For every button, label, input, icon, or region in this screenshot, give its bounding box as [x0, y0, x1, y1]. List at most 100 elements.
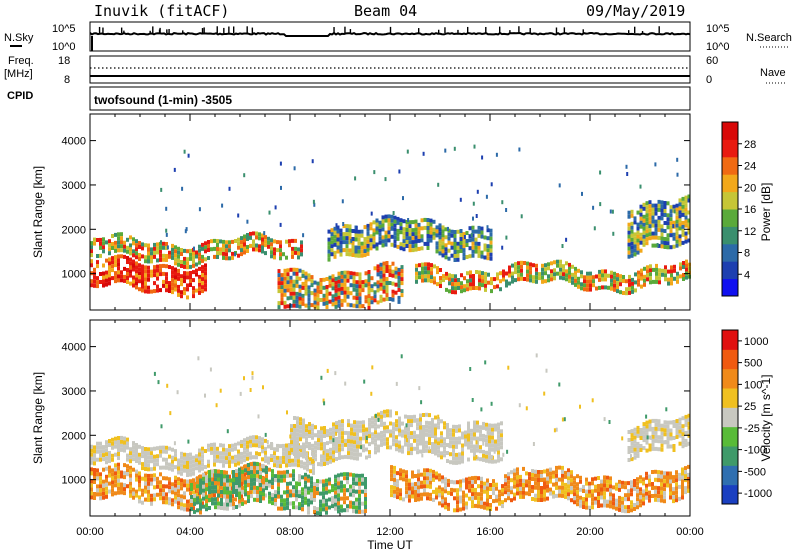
heatmap-cell [353, 432, 356, 437]
heatmap-cell [126, 441, 129, 446]
heatmap-cell [628, 290, 631, 295]
heatmap-cell [304, 480, 307, 485]
heatmap-cell [654, 418, 658, 423]
heatmap-cell [253, 489, 256, 494]
heatmap-cell [437, 449, 440, 454]
heatmap-cell [422, 429, 425, 433]
heatmap-cell [307, 474, 310, 479]
heatmap-cell [165, 288, 168, 293]
heatmap-cell [177, 493, 180, 498]
heatmap-cell [217, 473, 220, 478]
heatmap-cell [307, 510, 310, 515]
heatmap-cell [456, 229, 460, 234]
heatmap-cell [129, 451, 132, 456]
heatmap-cell [171, 286, 174, 291]
heatmap-cell [589, 287, 592, 292]
heatmap-cell [508, 273, 511, 278]
heatmap-cell [649, 268, 652, 273]
heatmap-cell [344, 454, 347, 459]
heatmap-cell [289, 279, 293, 284]
x-axis-tick-labels: 00:00 04:00 08:00 12:00 16:00 20:00 00:00 [76, 526, 704, 538]
heatmap-cell [402, 497, 405, 502]
heatmap-cell [362, 436, 365, 441]
heatmap-cell [138, 271, 141, 276]
heatmap-cell [322, 293, 326, 298]
heatmap-cell [376, 284, 380, 289]
heatmap-cell [219, 451, 222, 456]
heatmap-cell [467, 421, 470, 426]
heatmap-cell [204, 287, 207, 292]
heatmap-cell [343, 286, 347, 291]
heatmap-cell [404, 414, 407, 419]
heatmap-cell [363, 225, 367, 230]
heatmap-cell [645, 420, 649, 425]
heatmap-cell [229, 502, 232, 507]
heatmap-cell [353, 440, 356, 445]
colorbar-tick-label: -100 [744, 445, 766, 457]
heatmap-cell [102, 263, 105, 268]
heatmap-cell [348, 248, 352, 253]
heatmap-cell [360, 249, 364, 254]
heatmap-cell [286, 296, 290, 301]
heatmap-cell [404, 430, 407, 435]
heatmap-cell [419, 449, 422, 454]
heatmap-cell [347, 435, 350, 440]
heatmap-cell [482, 433, 485, 438]
heatmap-cell [159, 253, 162, 258]
heatmap-cell [416, 438, 419, 443]
heatmap-cell [486, 498, 489, 503]
heatmap-cell [452, 424, 455, 429]
heatmap-cell [576, 490, 579, 495]
heatmap-cell [343, 496, 346, 501]
heatmap-cell [317, 462, 320, 467]
heatmap-cell [634, 272, 637, 277]
heatmap-cell [664, 265, 667, 270]
heatmap-cell [559, 267, 562, 272]
heatmap-cell [270, 242, 273, 247]
heatmap-cell [396, 491, 399, 496]
heatmap-cell [675, 498, 678, 503]
heatmap-cell [446, 451, 449, 455]
heatmap-cell [302, 450, 305, 455]
heatmap-cell [375, 230, 379, 235]
heatmap-cell [505, 208, 508, 212]
heatmap-cell [474, 237, 478, 242]
heatmap-cell [543, 469, 546, 474]
heatmap-cell [456, 245, 460, 250]
heatmap-cell [141, 446, 144, 451]
heatmap-cell [444, 148, 447, 153]
heatmap-cell [414, 239, 418, 244]
heatmap-cell [285, 447, 288, 452]
heatmap-cell [355, 292, 359, 297]
heatmap-cell [639, 444, 643, 448]
heatmap-cell [453, 258, 457, 262]
heatmap-cell [555, 493, 558, 498]
heatmap-cell [431, 450, 434, 454]
heatmap-cell [366, 231, 370, 236]
heatmap-cell [120, 244, 123, 249]
heatmap-cell [678, 202, 682, 207]
heatmap-cell [516, 475, 519, 480]
heatmap-cell [201, 462, 204, 467]
heatmap-cell [576, 494, 579, 499]
heatmap-cell [317, 434, 320, 439]
heatmap-cell [540, 478, 543, 482]
heatmap-cell [438, 235, 442, 240]
heatmap-cell [687, 226, 691, 231]
heatmap-cell [349, 303, 353, 308]
heatmap-cell [651, 243, 655, 248]
heatmap-cell [117, 270, 120, 275]
heatmap-cell [177, 272, 180, 277]
heatmap-cell [105, 440, 108, 445]
heatmap-cell [657, 235, 661, 240]
heatmap-cell [510, 470, 513, 475]
heatmap-cell [444, 227, 448, 232]
heatmap-cell [642, 426, 646, 431]
heatmap-cell [316, 301, 320, 306]
heatmap-cell [199, 478, 202, 483]
heatmap-cell [670, 277, 673, 282]
heatmap-cell [359, 424, 362, 429]
heatmap-cell [123, 254, 126, 259]
heatmap-cell [349, 488, 352, 493]
heatmap-cell [337, 493, 340, 498]
